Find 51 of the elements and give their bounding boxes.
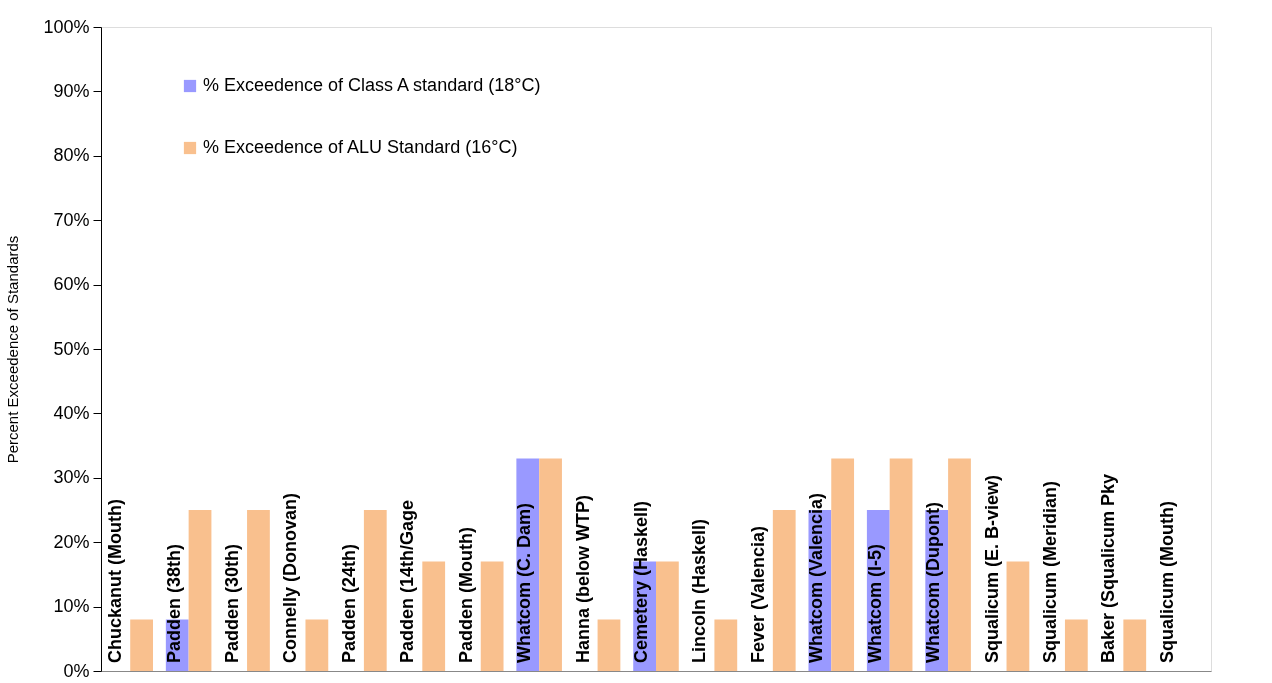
bar xyxy=(305,619,329,671)
y-tick-label: 60% xyxy=(53,274,90,295)
x-tick-label: Cemetery (Haskell) xyxy=(631,500,651,663)
y-tick-label: 0% xyxy=(63,660,90,681)
y-tick-label: 10% xyxy=(53,596,90,617)
legend-label: % Exceedence of ALU Standard (16°C) xyxy=(203,137,518,157)
x-tick-label: Squalicum (E. B-view) xyxy=(981,474,1002,663)
x-tick-label: Padden (30th) xyxy=(222,543,243,663)
bar xyxy=(247,510,270,671)
x-tick-label: Baker (Squalicum Pky xyxy=(1098,473,1119,663)
x-tick-label: Fever (Valencia) xyxy=(747,525,768,663)
x-tick-label: Padden (14th/Gage xyxy=(397,499,418,663)
x-tick-label: Padden (38th) xyxy=(163,543,184,663)
bar xyxy=(130,619,153,671)
y-tick-label: 30% xyxy=(53,467,90,488)
bar xyxy=(772,510,796,671)
x-tick-label: Squalicum (Mouth) xyxy=(1156,501,1177,663)
x-tick-label: Chuckanut (Mouth) xyxy=(105,499,126,663)
x-tick-label: Whatcom (Valencia) xyxy=(806,492,827,663)
bar xyxy=(188,510,212,671)
bar xyxy=(1006,561,1030,671)
x-tick-label: Connelly (Donovan) xyxy=(280,493,301,663)
bar xyxy=(714,619,738,671)
x-tick-label: Whatcom (C. Dam) xyxy=(514,502,535,663)
bar xyxy=(1064,619,1088,671)
bar xyxy=(480,561,504,671)
x-tick-label: Lincoln (Haskell) xyxy=(689,518,710,663)
x-tick-label: Whatcom (Dupont) xyxy=(923,502,944,663)
bar xyxy=(889,458,913,671)
y-axis-title: Percent Exceedence of Standards xyxy=(4,235,22,464)
y-tick-label: 100% xyxy=(43,16,90,37)
y-tick-label: 90% xyxy=(53,80,90,101)
bar xyxy=(422,561,446,671)
y-tick-label: 70% xyxy=(53,209,90,230)
x-tick-label: Padden (24th) xyxy=(338,543,359,663)
y-tick-label: 40% xyxy=(53,402,90,423)
x-tick-label: Padden (Mouth) xyxy=(455,527,476,663)
x-tick-label: Squalicum (Meridian) xyxy=(1039,480,1060,663)
legend-label: % Exceedence of Class A standard (18°C) xyxy=(203,75,541,95)
y-tick-label: 80% xyxy=(53,145,90,166)
bar xyxy=(948,458,971,671)
x-tick-label: Hanna (below WTP) xyxy=(572,495,593,663)
bar xyxy=(539,458,562,671)
x-tick-label: Whatcom (I-5) xyxy=(864,544,885,663)
bar xyxy=(597,619,621,671)
bar xyxy=(1123,619,1147,671)
bar xyxy=(656,561,679,671)
y-tick-label: 20% xyxy=(53,531,90,552)
y-tick-label: 50% xyxy=(53,338,90,359)
bar xyxy=(363,510,387,671)
bar xyxy=(831,458,855,671)
